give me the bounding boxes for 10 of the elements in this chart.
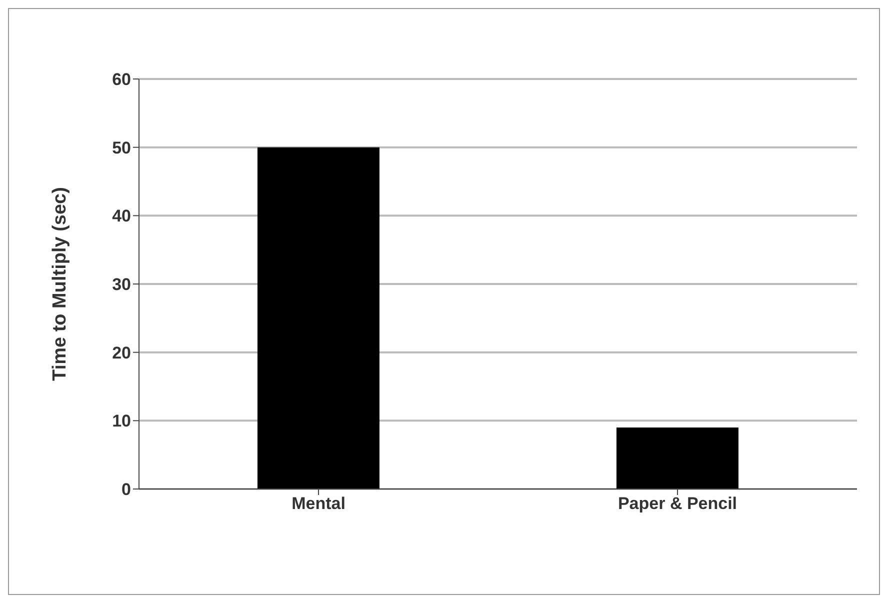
y-tick-label: 40 bbox=[112, 206, 131, 226]
y-tick-label: 30 bbox=[112, 275, 131, 294]
x-tick-label: Paper & Pencil bbox=[618, 494, 738, 514]
y-tick-label: 10 bbox=[112, 412, 131, 431]
y-axis-title: Time to Multiply (sec) bbox=[50, 187, 71, 381]
y-tick-label: 20 bbox=[112, 343, 131, 362]
x-tick-label: Mental bbox=[292, 494, 346, 514]
y-tick-label: 60 bbox=[112, 70, 131, 90]
y-tick-label: 0 bbox=[122, 480, 131, 500]
y-tick-label: 50 bbox=[112, 138, 131, 158]
